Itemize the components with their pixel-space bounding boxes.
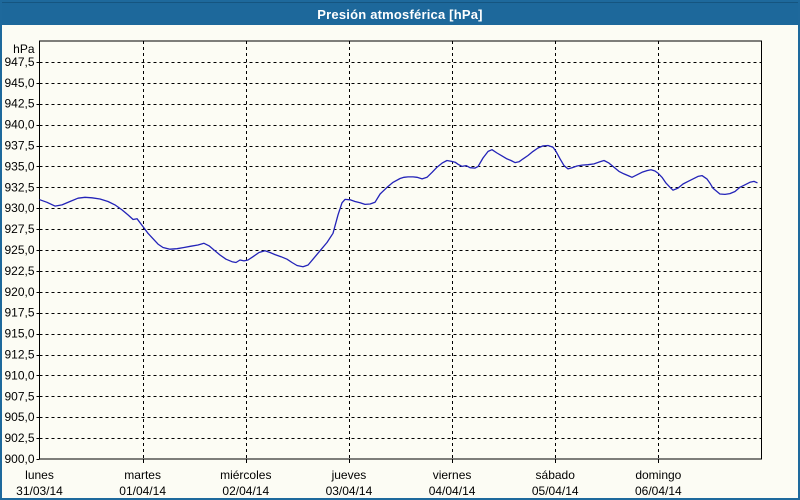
svg-text:miércoles: miércoles — [220, 468, 271, 482]
svg-text:930,0: 930,0 — [4, 201, 34, 215]
svg-text:jueves: jueves — [331, 468, 367, 482]
svg-text:940,0: 940,0 — [4, 118, 34, 132]
svg-text:hPa: hPa — [13, 42, 35, 56]
svg-text:05/04/14: 05/04/14 — [532, 484, 579, 498]
svg-text:910,0: 910,0 — [4, 368, 34, 382]
svg-text:927,5: 927,5 — [4, 222, 34, 236]
svg-text:sábado: sábado — [536, 468, 576, 482]
svg-text:905,0: 905,0 — [4, 410, 34, 424]
svg-text:902,5: 902,5 — [4, 431, 34, 445]
svg-text:martes: martes — [124, 468, 161, 482]
svg-text:06/04/14: 06/04/14 — [635, 484, 682, 498]
svg-text:932,5: 932,5 — [4, 180, 34, 194]
svg-text:lunes: lunes — [25, 468, 54, 482]
svg-text:915,0: 915,0 — [4, 327, 34, 341]
svg-text:920,0: 920,0 — [4, 285, 34, 299]
window-title: Presión atmosférica [hPa] — [317, 6, 483, 22]
svg-text:922,5: 922,5 — [4, 264, 34, 278]
svg-text:912,5: 912,5 — [4, 348, 34, 362]
svg-text:935,0: 935,0 — [4, 159, 34, 173]
svg-text:04/04/14: 04/04/14 — [429, 484, 476, 498]
svg-text:925,0: 925,0 — [4, 243, 34, 257]
svg-text:947,5: 947,5 — [4, 55, 34, 69]
svg-text:907,5: 907,5 — [4, 389, 34, 403]
svg-text:viernes: viernes — [433, 468, 472, 482]
svg-text:900,0: 900,0 — [4, 452, 34, 466]
svg-text:31/03/14: 31/03/14 — [16, 484, 63, 498]
title-bar[interactable]: Presión atmosférica [hPa] — [2, 2, 798, 25]
svg-text:937,5: 937,5 — [4, 139, 34, 153]
svg-text:01/04/14: 01/04/14 — [119, 484, 166, 498]
svg-text:942,5: 942,5 — [4, 97, 34, 111]
svg-text:02/04/14: 02/04/14 — [222, 484, 269, 498]
svg-text:03/04/14: 03/04/14 — [326, 484, 373, 498]
svg-text:945,0: 945,0 — [4, 76, 34, 90]
svg-text:domingo: domingo — [635, 468, 681, 482]
svg-text:917,5: 917,5 — [4, 306, 34, 320]
